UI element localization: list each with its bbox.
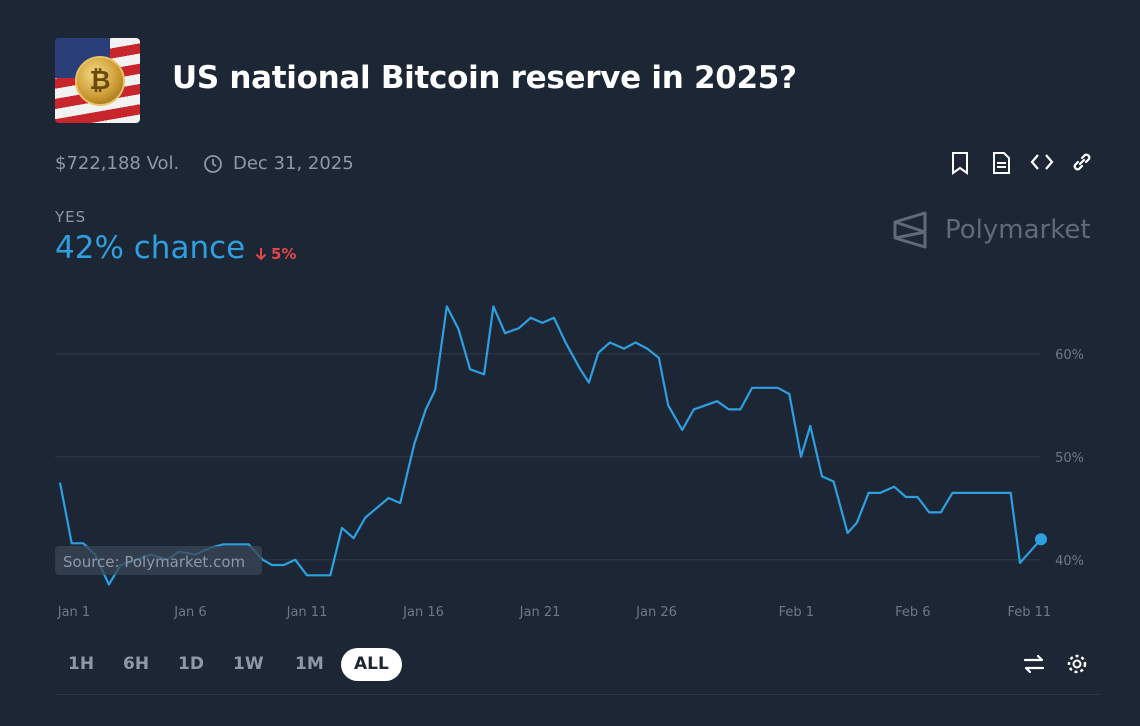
current-point — [1035, 533, 1047, 546]
x-tick-label: Feb 1 — [779, 605, 814, 620]
bookmark-button[interactable] — [948, 150, 972, 176]
y-tick-label: 40% — [1055, 554, 1084, 569]
range-button[interactable]: 1H — [68, 654, 95, 674]
x-tick-label: Jan 21 — [519, 605, 561, 620]
down-arrow — [255, 248, 267, 261]
price-line — [58, 305, 1042, 586]
y-tick-label: 60% — [1055, 348, 1084, 363]
change: 5% — [271, 245, 297, 263]
x-tick-label: Feb 11 — [1007, 605, 1051, 620]
market-title: US national Bitcoin reserve in 2025? — [172, 60, 797, 96]
source-box — [55, 546, 262, 575]
link-button[interactable] — [1070, 150, 1094, 174]
range-button[interactable]: 1M — [295, 654, 324, 674]
watermark: Polymarket — [945, 215, 1091, 245]
divider — [55, 694, 1100, 695]
range-button[interactable]: 1W — [233, 654, 264, 674]
range-button[interactable]: ALL — [341, 648, 402, 681]
settings-button[interactable] — [1064, 651, 1090, 677]
swap-button[interactable] — [1021, 651, 1047, 677]
volume: $722,188 Vol. — [55, 153, 180, 174]
x-tick-label: Jan 26 — [635, 605, 677, 620]
x-tick-label: Jan 11 — [286, 605, 328, 620]
range-button[interactable]: 1D — [178, 654, 204, 674]
polymarket-logo — [893, 211, 927, 249]
document-button[interactable] — [989, 150, 1013, 176]
x-tick-label: Jan 6 — [173, 605, 206, 620]
outcome-label: YES — [55, 208, 87, 226]
x-tick-label: Jan 16 — [402, 605, 444, 620]
market-icon: ₿ — [55, 38, 140, 123]
clock-icon — [204, 155, 222, 173]
source-label: Source: Polymarket.com — [63, 553, 245, 571]
x-tick-label: Feb 6 — [895, 605, 930, 620]
chance: 42% chance — [55, 230, 246, 266]
range-button[interactable]: 6H — [123, 654, 150, 674]
end-date: Dec 31, 2025 — [233, 153, 354, 174]
x-tick-label: Jan 1 — [57, 605, 90, 620]
price-chart: 40% 50% 60% Jan 1 Jan 6 Jan 11 Jan 16 Jan 21 Jan… — [55, 305, 1084, 620]
y-tick-label: 50% — [1055, 451, 1084, 466]
embed-button[interactable] — [1029, 150, 1055, 174]
